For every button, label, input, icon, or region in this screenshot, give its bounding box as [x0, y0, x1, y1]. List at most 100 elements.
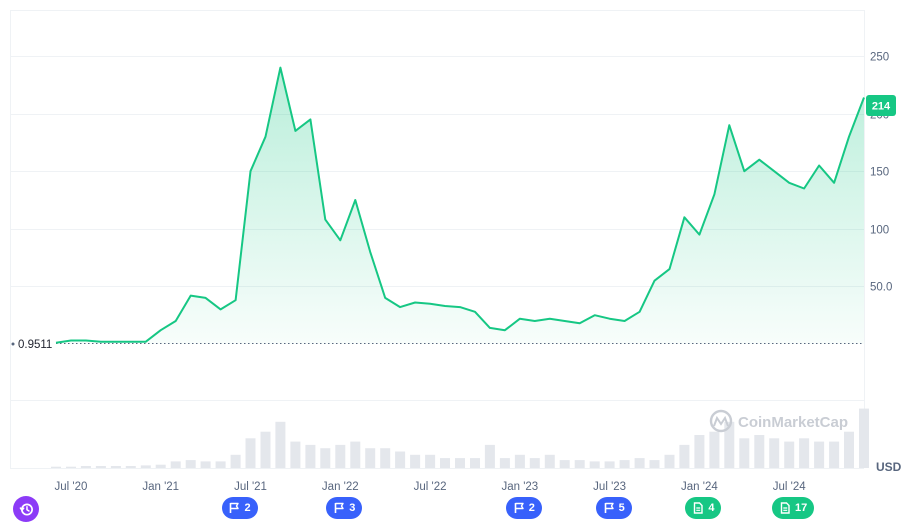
volume-bar — [140, 465, 151, 468]
event-marker[interactable]: 17 — [772, 497, 815, 519]
volume-bar — [66, 466, 76, 468]
x-tick-label: Jul '23 — [593, 481, 626, 493]
event-marker[interactable]: 2 — [505, 497, 542, 519]
volume-bar — [95, 466, 106, 468]
volume-bar — [200, 461, 211, 468]
volume-bar — [784, 441, 795, 468]
volume-bar — [814, 441, 825, 468]
volume-bar — [604, 461, 615, 468]
event-marker[interactable]: 4 — [685, 497, 722, 519]
volume-bar — [559, 460, 570, 468]
flag-icon — [603, 502, 615, 514]
volume-bar — [544, 454, 555, 468]
volume-bar — [335, 444, 346, 468]
volume-bar — [245, 438, 256, 468]
history-icon — [19, 503, 33, 515]
volume-bar — [679, 444, 690, 468]
volume-bar — [365, 448, 376, 468]
volume-bar — [574, 460, 585, 468]
event-marker[interactable]: 5 — [595, 497, 632, 519]
coinmarketcap-logo-icon — [709, 409, 733, 433]
event-marker[interactable]: 2 — [221, 497, 258, 519]
price-area-fill — [56, 67, 864, 344]
current-price-badge-bg — [866, 95, 896, 116]
volume-bar — [529, 458, 540, 468]
flag-icon — [228, 502, 240, 514]
y-tick-label: 150 — [870, 167, 889, 179]
price-line — [55, 66, 865, 344]
volume-bar — [410, 454, 421, 468]
event-count: 4 — [708, 502, 715, 514]
event-count: 17 — [795, 502, 808, 514]
volume-bar — [185, 460, 196, 468]
volume-bar — [649, 460, 660, 468]
volume-bar — [380, 448, 391, 468]
volume-bar — [514, 454, 525, 468]
flag-icon — [513, 502, 525, 514]
volume-bar — [844, 431, 854, 468]
volume-bar — [739, 438, 750, 468]
volume-bar — [634, 458, 645, 468]
event-marker[interactable]: 3 — [326, 497, 363, 519]
watermark-text: CoinMarketCap — [738, 414, 848, 431]
volume-bar — [320, 448, 331, 468]
volume-bar — [709, 431, 720, 468]
volume-bar — [455, 458, 465, 468]
baseline-dot — [11, 342, 15, 346]
coinmarketcap-watermark: CoinMarketCap — [709, 409, 848, 433]
volume-bar — [499, 458, 510, 468]
volume-bar — [664, 454, 675, 468]
volume-bar — [859, 408, 869, 468]
volume-bar — [619, 460, 630, 468]
event-count: 5 — [618, 502, 625, 514]
volume-bar — [589, 461, 600, 468]
history-button[interactable] — [13, 496, 39, 522]
volume-bar — [155, 464, 166, 468]
volume-bar — [694, 435, 705, 468]
current-price-badge: 214 — [866, 95, 896, 116]
volume-bar — [724, 421, 735, 468]
x-tick-label: Jul '24 — [773, 481, 806, 493]
volume-bar — [80, 466, 91, 468]
volume-bar — [51, 466, 61, 468]
volume-bar — [290, 441, 301, 468]
y-tick-label: 50.0 — [870, 282, 892, 294]
event-count: 2 — [528, 502, 535, 514]
baseline-value-label: 0.9511 — [18, 339, 52, 351]
volume-bar — [170, 461, 181, 468]
volume-bar — [260, 431, 271, 468]
volume-bar — [769, 438, 780, 468]
document-icon — [692, 502, 704, 514]
x-tick-label: Jan '22 — [322, 481, 359, 493]
volume-bar — [829, 441, 840, 468]
event-count: 2 — [244, 502, 251, 514]
volume-bar — [470, 458, 480, 468]
flag-icon — [333, 502, 345, 514]
volume-bar — [305, 444, 316, 468]
y-tick-label: 250 — [870, 52, 889, 64]
volume-bar — [484, 444, 495, 468]
volume-bar — [440, 458, 450, 468]
volume-bar — [125, 466, 136, 468]
document-icon — [779, 502, 791, 514]
current-price-label: 214 — [872, 101, 891, 113]
volume-bar — [799, 438, 810, 468]
currency-label: USD — [876, 460, 902, 474]
x-tick-label: Jan '24 — [681, 481, 718, 493]
volume-bar — [215, 461, 226, 468]
event-count: 3 — [349, 502, 356, 514]
volume-bar — [110, 466, 121, 468]
x-tick-label: Jul '22 — [414, 481, 447, 493]
y-tick-label: 100 — [870, 225, 889, 237]
x-tick-label: Jan '21 — [142, 481, 179, 493]
volume-bar — [275, 421, 286, 468]
volume-bar — [754, 435, 765, 468]
volume-bar — [230, 454, 241, 468]
x-tick-label: Jul '21 — [234, 481, 267, 493]
x-tick-label: Jan '23 — [501, 481, 538, 493]
volume-bar — [395, 451, 406, 468]
volume-bar — [350, 441, 361, 468]
volume-bar — [425, 454, 436, 468]
x-tick-label: Jul '20 — [55, 481, 88, 493]
